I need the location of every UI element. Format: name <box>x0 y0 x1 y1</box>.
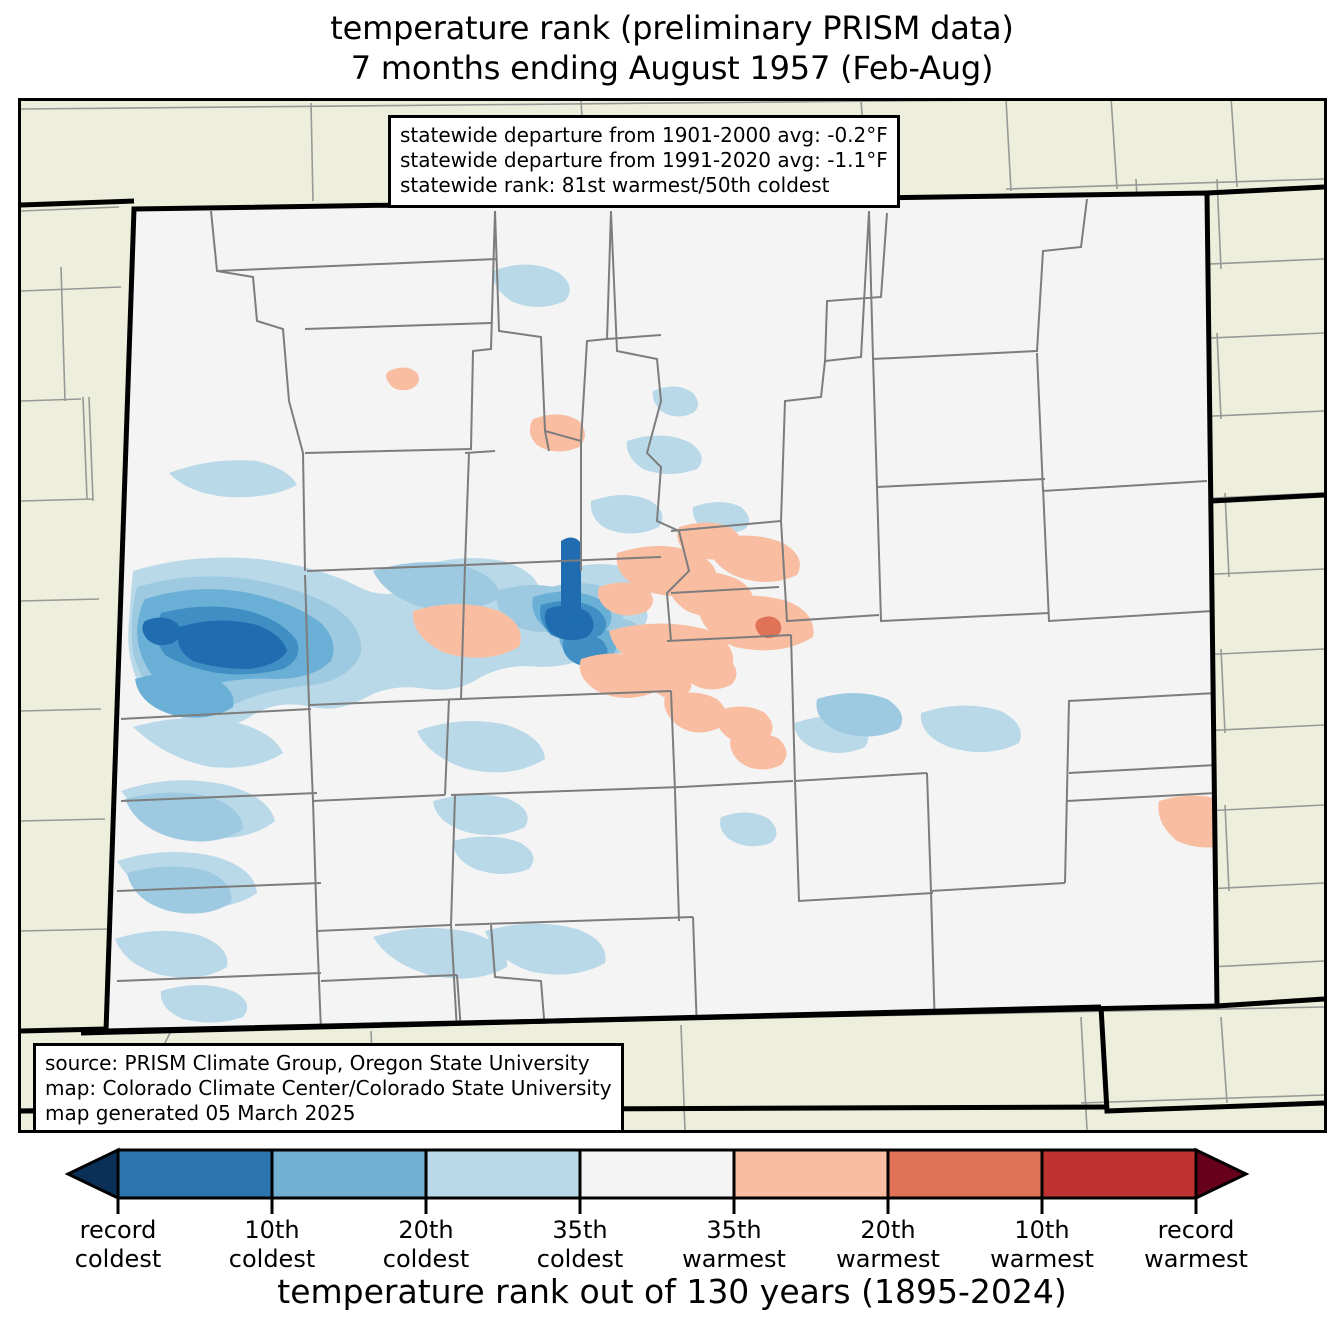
colorbar-label-7: record warmest <box>1121 1216 1271 1274</box>
colorbar-label-0-bottom: coldest <box>74 1245 162 1273</box>
colorbar-label-2-top: 20th <box>398 1216 454 1244</box>
colorbar-label-6: 10th warmest <box>967 1216 1117 1274</box>
title-line-1: temperature rank (preliminary PRISM data… <box>330 9 1014 47</box>
colorbar-swatches <box>64 1147 1250 1214</box>
colorbar-caption: temperature rank out of 130 years (1895-… <box>277 1272 1067 1311</box>
colorbar-seg-20th-warmest[interactable] <box>886 1148 1044 1200</box>
colorbar-label-4-top: 35th <box>706 1216 762 1244</box>
map-canvas[interactable]: statewide departure from 1901-2000 avg: … <box>18 98 1327 1133</box>
colorbar-label-0: record coldest <box>43 1216 193 1274</box>
source-map-author: map: Colorado Climate Center/Colorado St… <box>45 1076 612 1100</box>
source-prism: source: PRISM Climate Group, Oregon Stat… <box>45 1051 590 1075</box>
colorbar-label-3-bottom: coldest <box>536 1245 624 1273</box>
colorbar-label-2: 20th coldest <box>351 1216 501 1274</box>
stat-departure-1991-2020: statewide departure from 1991-2020 avg: … <box>400 148 888 172</box>
colorbar-label-4-bottom: warmest <box>682 1245 786 1273</box>
title-line-2: 7 months ending August 1957 (Feb-Aug) <box>350 49 994 87</box>
colorbar-label-5: 20th warmest <box>813 1216 963 1274</box>
colorado-base-fill <box>106 193 1217 1031</box>
colorbar-seg-35th-warmest[interactable] <box>732 1148 890 1200</box>
colorbar-segments <box>64 1147 1250 1201</box>
colorbar-cap-record-warmest[interactable] <box>1194 1147 1250 1201</box>
colorbar-label-6-bottom: warmest <box>990 1245 1094 1273</box>
statewide-statistics-box: statewide departure from 1901-2000 avg: … <box>388 115 900 208</box>
source-attribution-box: source: PRISM Climate Group, Oregon Stat… <box>33 1043 624 1130</box>
stat-departure-1901-2000: statewide departure from 1901-2000 avg: … <box>400 123 888 147</box>
source-generated-date: map generated 05 March 2025 <box>45 1101 356 1125</box>
colorbar-label-3-top: 35th <box>552 1216 608 1244</box>
colorbar-label-2-bottom: coldest <box>382 1245 470 1273</box>
colorbar-label-1: 10th coldest <box>197 1216 347 1274</box>
colorado-temperature-rank-map <box>21 101 1324 1130</box>
colorbar-label-1-top: 10th <box>244 1216 300 1244</box>
colorado-county-lines <box>116 198 1217 1031</box>
shading-20th-warmest <box>755 616 782 639</box>
colorbar-seg-20th-coldest[interactable] <box>270 1148 428 1200</box>
page-title: temperature rank (preliminary PRISM data… <box>0 8 1344 88</box>
colorbar-cap-record-coldest[interactable] <box>64 1147 120 1201</box>
colorbar-seg-10th-coldest[interactable] <box>116 1148 274 1200</box>
colorbar-label-4: 35th warmest <box>659 1216 809 1274</box>
stat-statewide-rank: statewide rank: 81st warmest/50th coldes… <box>400 173 830 197</box>
colorbar-label-6-top: 10th <box>1014 1216 1070 1244</box>
colorbar-ticks <box>116 1198 1198 1214</box>
colorbar-legend[interactable]: record coldest 10th coldest 20th coldest… <box>0 1146 1344 1273</box>
colorbar-label-0-top: record <box>79 1216 157 1244</box>
colorbar-label-1-bottom: coldest <box>228 1245 316 1273</box>
colorbar-label-5-bottom: warmest <box>836 1245 940 1273</box>
shading-record-cold-core <box>142 537 594 669</box>
colorbar-seg-near-normal[interactable] <box>578 1148 736 1200</box>
colorbar-label-5-top: 20th <box>860 1216 916 1244</box>
colorbar-label-7-bottom: warmest <box>1144 1245 1248 1273</box>
colorbar-label-3: 35th coldest <box>505 1216 655 1274</box>
colorbar-label-7-top: record <box>1157 1216 1235 1244</box>
colorbar-seg-10th-warmest[interactable] <box>1040 1148 1198 1200</box>
colorbar-seg-35th-coldest[interactable] <box>424 1148 582 1200</box>
